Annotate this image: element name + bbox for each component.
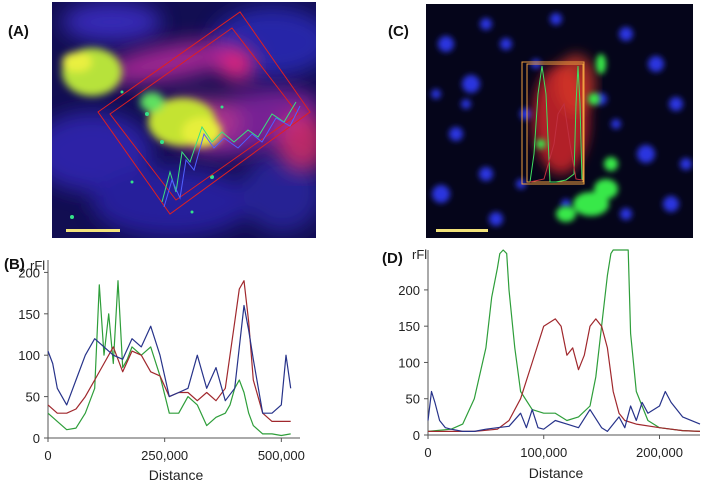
y-tick-label-b: 100	[18, 348, 40, 363]
chart-d: 0 50 100 150 200 0 100,000 200,000 rFl Distanc…	[398, 247, 701, 481]
y-tick-label-d: 0	[413, 428, 420, 443]
panel-label-d: (D)	[382, 250, 403, 267]
green-series-line-d	[427, 249, 701, 432]
x-tick-label-d: 200,000	[636, 445, 683, 460]
x-tick-label-b: 0	[44, 448, 51, 463]
y-tick-label-b: 200	[18, 265, 40, 280]
y-tick-label-d: 200	[398, 283, 420, 298]
red-series-line-d	[428, 318, 701, 432]
y-tick-label-b: 0	[33, 431, 40, 446]
micrograph-c	[426, 4, 693, 238]
x-tick-label-d: 0	[424, 445, 431, 460]
x-tick-label-b: 250,000	[141, 448, 188, 463]
panel-label-b: (B)	[4, 256, 25, 273]
panel-label-a: (A)	[8, 23, 29, 40]
x-tick-label-b: 500,000	[258, 448, 305, 463]
micrograph-a	[52, 2, 316, 238]
x-tick-label-d: 100,000	[520, 445, 567, 460]
x-axis-label-d: Distance	[529, 465, 584, 481]
y-tick-label-d: 150	[398, 319, 420, 334]
blue-series-line-b	[47, 304, 292, 414]
x-axis-label-b: Distance	[149, 467, 204, 483]
y-tick-label-b: 150	[18, 307, 40, 322]
y-tick-label-b: 50	[26, 390, 40, 405]
chart-b: 0 50 100 150 200 0 250,000 500,000 rFl Distanc…	[18, 258, 305, 483]
blue-series-line-d	[427, 390, 701, 432]
green-series-line-b	[47, 280, 291, 437]
panel-label-c: (C)	[388, 23, 409, 40]
y-axis-label-d: rFl	[412, 247, 427, 262]
red-series-line-b	[47, 280, 291, 422]
scale-bar-c	[436, 229, 488, 232]
y-tick-label-d: 100	[398, 355, 420, 370]
scale-bar-a	[66, 229, 120, 232]
y-tick-label-d: 50	[406, 392, 420, 407]
y-axis-label-b: rFl	[30, 258, 45, 273]
